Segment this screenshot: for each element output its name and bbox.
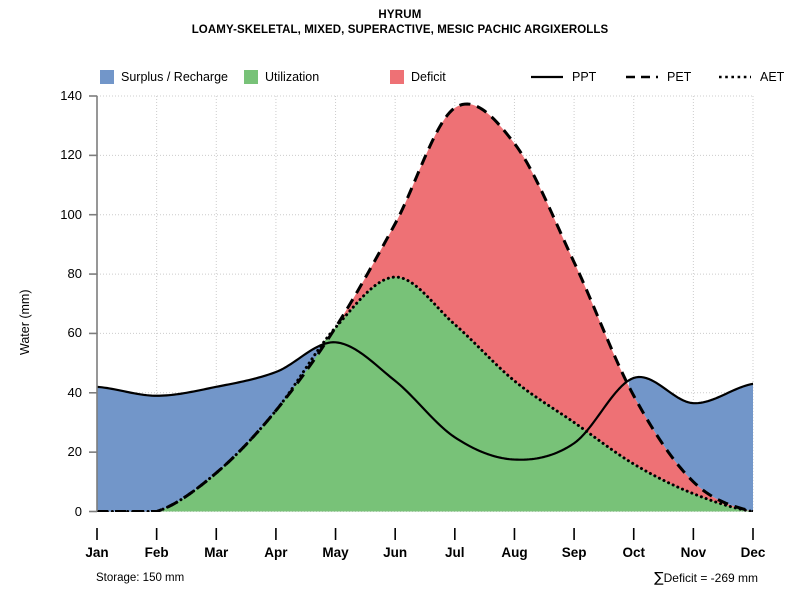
x-tick-marks (96, 528, 754, 540)
y-tick-label: 0 (74, 503, 82, 519)
x-tick-label-jul: Jul (445, 545, 465, 560)
legend-label-ppt: PPT (572, 70, 597, 84)
legend-item-ppt: PPT (530, 68, 596, 86)
area-fills (97, 103, 753, 512)
dotted-line-icon (718, 70, 752, 84)
legend-label-deficit: Deficit (411, 70, 446, 84)
storage-annotation: Storage: 150 mm (96, 572, 185, 584)
x-tick-label-may: May (322, 545, 349, 560)
total-deficit-text: Deficit = -269 mm (663, 571, 758, 585)
y-tick-label: 80 (67, 266, 82, 282)
legend-item-pet: PET (625, 68, 691, 86)
legend-item-surplus: Surplus / Recharge (100, 68, 228, 86)
y-tick-label: 60 (67, 325, 82, 341)
legend-item-aet: AET (718, 68, 784, 86)
y-tick-marks (89, 95, 97, 513)
legend-label-utilization: Utilization (265, 70, 320, 84)
sigma-icon: ∑ (654, 570, 664, 586)
y-tick-label: 120 (60, 147, 82, 163)
x-tick-label-nov: Nov (680, 545, 707, 560)
y-tick-label: 140 (60, 88, 82, 103)
legend-label-surplus: Surplus / Recharge (121, 70, 229, 84)
deficit-color-swatch (390, 70, 404, 84)
x-tick-label-apr: Apr (264, 545, 288, 560)
total-deficit-annotation: ∑Deficit = -269 mm (654, 570, 758, 586)
x-tick-label-aug: Aug (501, 545, 528, 560)
dashed-line-icon (625, 70, 659, 84)
chart-legend: Surplus / Recharge Utilization Deficit P… (100, 68, 784, 88)
solid-line-icon (530, 70, 564, 84)
x-tick-label-dec: Dec (740, 545, 766, 560)
x-tick-label-oct: Oct (622, 545, 645, 560)
legend-item-deficit: Deficit (390, 68, 446, 86)
chart-subtitle: LOAMY-SKELETAL, MIXED, SUPERACTIVE, MESI… (191, 24, 609, 36)
x-tick-label-jun: Jun (383, 545, 408, 560)
page-title: HYRUM (378, 9, 422, 21)
legend-label-aet: AET (760, 70, 785, 84)
y-tick-label: 40 (67, 384, 82, 400)
utilization-color-swatch (244, 70, 258, 84)
y-tick-label: 20 (67, 444, 82, 460)
surplus-color-swatch (100, 70, 114, 84)
x-tick-label-sep: Sep (561, 545, 587, 560)
x-tick-label-feb: Feb (144, 545, 169, 560)
x-tick-label-mar: Mar (204, 545, 229, 560)
chart-title-block: HYRUM LOAMY-SKELETAL, MIXED, SUPERACTIVE… (0, 8, 800, 38)
legend-label-pet: PET (667, 70, 692, 84)
y-tick-label: 100 (60, 206, 82, 222)
legend-item-utilization: Utilization (244, 68, 319, 86)
x-tick-label-jan: Jan (85, 545, 109, 560)
data-curves (97, 102, 753, 512)
